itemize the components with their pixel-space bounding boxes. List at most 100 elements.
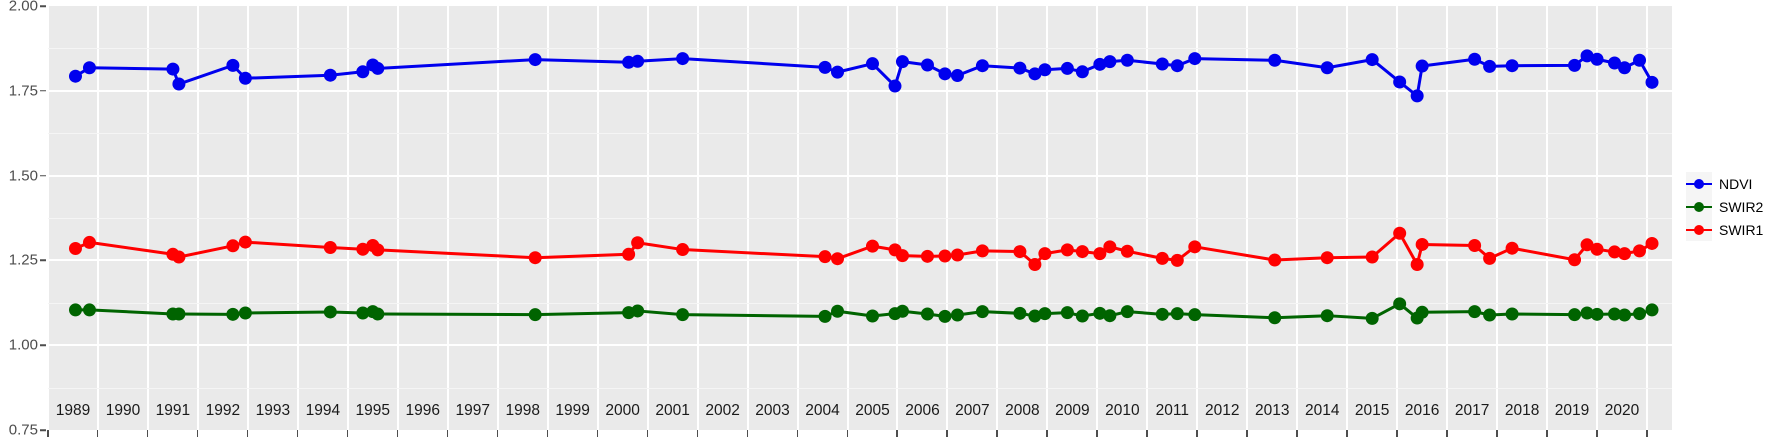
x-axis-tick-label: 2006 (905, 402, 940, 419)
data-point (831, 252, 845, 266)
y-axis-tick-mark (40, 5, 46, 7)
x-axis-tick-mark (146, 430, 149, 437)
x-axis-tick-label: 2012 (1205, 402, 1240, 419)
data-point (1468, 238, 1482, 252)
data-point (1268, 311, 1282, 325)
data-point (172, 77, 186, 91)
data-point (920, 249, 934, 263)
data-point (1633, 244, 1647, 258)
data-point (356, 306, 370, 320)
x-axis-tick-mark (846, 430, 848, 437)
data-point (1468, 305, 1482, 319)
x-axis-tick-label: 1998 (505, 402, 540, 419)
data-point (356, 65, 370, 79)
data-point (1320, 309, 1334, 323)
y-axis-tick-mark (40, 90, 46, 92)
data-point (82, 303, 96, 317)
data-point (1393, 297, 1407, 311)
y-axis: 2.00 1.75 1.50 1.25 1.00 0.75 (0, 0, 48, 442)
data-point (676, 243, 690, 257)
data-point (226, 307, 240, 321)
data-point (1060, 306, 1074, 320)
data-point (371, 307, 385, 321)
series-swir1 (68, 226, 1659, 271)
x-axis-tick-label: 2011 (1155, 402, 1189, 419)
x-axis-tick-mark (1546, 430, 1548, 437)
legend-key-dot (1694, 202, 1704, 212)
legend-key-icon (1686, 195, 1712, 218)
data-point (1103, 309, 1117, 323)
y-axis-tick-mark (40, 174, 46, 177)
data-point (1608, 56, 1622, 70)
x-axis-tick-mark (346, 430, 349, 437)
y-axis-tick-label: 1.50 (8, 167, 38, 185)
data-point (975, 244, 989, 258)
legend-key-dot (1694, 179, 1704, 189)
data-point (1103, 240, 1117, 254)
data-point (82, 61, 96, 75)
legend-item-swir2[interactable]: SWIR2 (1686, 195, 1773, 218)
data-point (528, 251, 542, 265)
data-point (1590, 52, 1604, 66)
x-axis-tick-mark (996, 430, 998, 437)
x-axis-tick-mark (1446, 430, 1448, 437)
data-point (1415, 305, 1429, 319)
data-point (1568, 308, 1582, 322)
x-axis-tick-mark (96, 430, 99, 437)
data-point (1410, 257, 1424, 271)
data-point (1633, 307, 1647, 321)
data-point (356, 242, 370, 256)
data-point (888, 79, 902, 93)
data-point (975, 59, 989, 73)
data-point (1365, 311, 1379, 325)
y-axis-tick-label: 1.75 (8, 82, 38, 100)
data-point (938, 249, 952, 263)
data-point (238, 71, 252, 85)
gridline-horizontal-minor (48, 387, 1672, 389)
data-point (1093, 247, 1107, 261)
data-point (818, 250, 832, 264)
data-point (323, 68, 337, 82)
data-point (1633, 53, 1647, 67)
x-axis-tick-label: 2004 (805, 402, 840, 419)
data-point (1093, 57, 1107, 71)
x-axis-tick-label: 1990 (105, 402, 141, 419)
data-point (1103, 55, 1117, 69)
data-point (938, 309, 952, 323)
data-point (1013, 61, 1027, 75)
gridline-horizontal (48, 259, 1672, 262)
x-axis-tick-label: 2001 (655, 402, 690, 419)
data-point (1505, 59, 1519, 73)
x-axis-tick-label: 2010 (1105, 402, 1140, 419)
y-axis-tick-label: 1.25 (8, 251, 38, 269)
x-axis-tick-label: 2002 (705, 402, 740, 419)
x-axis-tick-label: 2005 (855, 402, 890, 419)
y-axis-tick-label: 2.00 (8, 0, 38, 15)
x-axis-tick-label: 2003 (755, 402, 790, 419)
legend-item-ndvi[interactable]: NDVI (1686, 172, 1773, 195)
x-axis (47, 430, 1672, 442)
x-axis-tick-label: 1992 (205, 402, 241, 419)
gridline-horizontal-minor (48, 48, 1672, 50)
data-point (1483, 308, 1497, 322)
x-axis-tick-mark (446, 430, 449, 437)
data-point (1120, 53, 1134, 67)
data-point (371, 243, 385, 257)
data-point (818, 309, 832, 323)
data-point (1075, 245, 1089, 259)
data-point (1188, 308, 1202, 322)
x-axis-tick-mark (1096, 430, 1098, 437)
data-point (1568, 58, 1582, 72)
legend-item-swir1[interactable]: SWIR1 (1686, 218, 1773, 241)
data-point (865, 239, 879, 253)
legend-label: SWIR1 (1719, 221, 1764, 238)
series-layer (68, 49, 1659, 325)
data-point (1608, 307, 1622, 321)
legend-key-dot (1694, 225, 1704, 235)
series-swir2 (68, 297, 1659, 325)
x-axis-tick-label: 1995 (355, 402, 391, 419)
chart-legend: NDVI SWIR2 SWIR1 (1686, 172, 1773, 241)
data-point (1618, 61, 1632, 75)
data-point (1093, 306, 1107, 320)
